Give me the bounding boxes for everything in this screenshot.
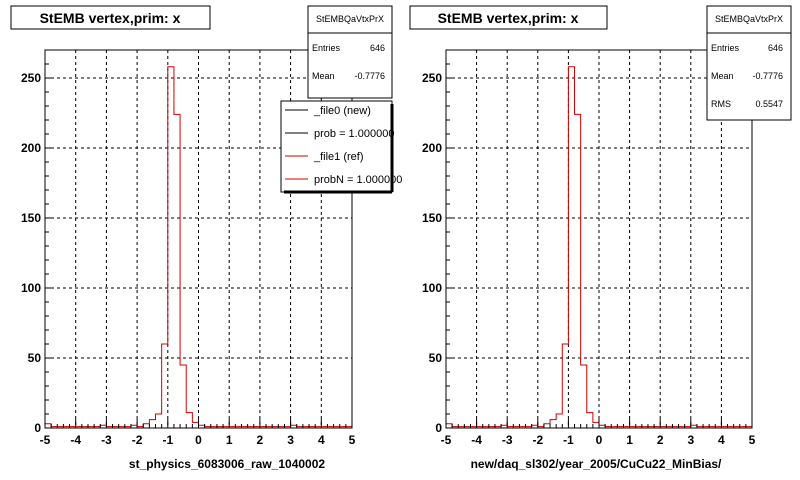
x-tick-label: -2	[532, 433, 543, 447]
histogram-bin	[550, 420, 556, 428]
histogram-bin	[149, 420, 155, 428]
x-tick-label: 4	[318, 433, 325, 447]
right-chart-title: StEMB vertex,prim: x	[438, 10, 579, 26]
y-tick-label: 50	[28, 351, 42, 365]
x-tick-label: 0	[596, 433, 603, 447]
right-x-tick-labels: -5 -4 -3 -2 -1 0 1 2 3 4 5	[441, 433, 756, 447]
right-x-axis-label: new/daq_sl302/year_2005/CuCu22_MinBias/	[471, 457, 722, 471]
legend-entry-file1: _file1 (ref)	[285, 151, 364, 163]
right-stats-box: StEMBQaVtxPrX Entries 646 Mean -0.7776 R…	[706, 5, 792, 121]
y-tick-label: 50	[429, 351, 443, 365]
right-stats-name: StEMBQaVtxPrX	[715, 14, 783, 24]
y-tick-label: 100	[21, 281, 41, 295]
x-tick-label: 5	[349, 433, 356, 447]
x-tick-label: -5	[441, 433, 452, 447]
histogram-bin	[162, 344, 168, 428]
right-stats-rms-value: 0.5547	[755, 99, 783, 109]
histogram-bin	[544, 424, 550, 428]
x-tick-label: 4	[718, 433, 725, 447]
left-stats-name: StEMBQaVtxPrX	[316, 14, 384, 24]
legend-label: prob = 1.000000	[314, 128, 394, 140]
y-tick-label: 0	[435, 421, 442, 435]
histogram-bin	[562, 344, 568, 428]
right-histogram-pad: StEMB vertex,prim: x -5 -4 -3 -2 -1 0 1 2 3 4 5 0 5…	[409, 5, 792, 471]
legend-label: _file0 (new)	[313, 105, 371, 117]
histogram-bin	[587, 413, 593, 428]
histogram-bin	[556, 414, 562, 428]
left-stats-entries-value: 646	[370, 43, 385, 53]
y-tick-label: 250	[422, 71, 442, 85]
legend-entry-file0: _file0 (new)	[285, 105, 371, 117]
y-tick-label: 150	[422, 211, 442, 225]
left-stats-entries-label: Entries	[312, 43, 341, 53]
histogram-bin	[575, 114, 581, 428]
histogram-bin	[593, 422, 599, 428]
x-tick-label: 3	[687, 433, 694, 447]
left-y-tick-labels: 0 50 100 150 200 250	[21, 71, 41, 435]
histogram-bin	[143, 424, 149, 428]
left-x-tick-labels: -5 -4 -3 -2 -1 0 1 2 3 4 5	[40, 433, 356, 447]
x-tick-label: -3	[502, 433, 513, 447]
right-title-box	[409, 5, 608, 30]
x-tick-label: -5	[40, 433, 51, 447]
legend-entry-probn: probN = 1.000000	[285, 174, 402, 186]
x-tick-label: 1	[626, 433, 633, 447]
histogram-bin	[446, 424, 452, 428]
histogram-bin	[168, 67, 174, 428]
x-tick-label: -2	[132, 433, 143, 447]
x-tick-label: -4	[70, 433, 81, 447]
x-tick-label: 0	[195, 433, 202, 447]
right-stats-entries-label: Entries	[711, 43, 740, 53]
histogram-bin	[568, 67, 574, 428]
legend-label: probN = 1.000000	[314, 174, 402, 186]
right-stats-rms-label: RMS	[711, 99, 731, 109]
y-tick-label: 150	[21, 211, 41, 225]
x-tick-label: 3	[287, 433, 294, 447]
histogram-outline	[446, 66, 752, 428]
right-stats-entries-value: 646	[768, 43, 783, 53]
histogram-bin	[174, 114, 180, 428]
x-tick-label: -1	[563, 433, 574, 447]
histogram-bin	[192, 422, 198, 428]
histogram-bin	[581, 365, 587, 428]
y-tick-label: 0	[34, 421, 41, 435]
right-stats-mean-value: -0.7776	[752, 71, 783, 81]
left-chart-title: StEMB vertex,prim: x	[40, 10, 181, 26]
histogram-bin	[156, 414, 162, 428]
right-histogram-bins	[446, 66, 752, 428]
x-tick-label: 5	[749, 433, 756, 447]
x-tick-label: 2	[657, 433, 664, 447]
left-x-axis-label: st_physics_6083006_raw_1040002	[129, 457, 325, 471]
left-title-box	[10, 5, 211, 30]
histogram-bin	[45, 424, 51, 428]
histogram-bin	[186, 413, 192, 428]
right-gridlines	[446, 50, 752, 428]
left-histogram-pad: StEMB vertex,prim: x -5 -4 -3 -2 -1 0 1 2 3 4 5 0 5…	[10, 5, 402, 471]
legend-entry-prob: prob = 1.000000	[285, 128, 394, 140]
x-tick-label: 2	[257, 433, 264, 447]
left-legend: _file0 (new) prob = 1.000000 _file1 (ref…	[280, 100, 402, 194]
x-tick-label: -4	[471, 433, 482, 447]
legend-label: _file1 (ref)	[313, 151, 364, 163]
x-tick-label: -3	[101, 433, 112, 447]
y-tick-label: 200	[422, 141, 442, 155]
y-tick-label: 200	[21, 141, 41, 155]
right-y-tick-labels: 0 50 100 150 200 250	[422, 71, 442, 435]
right-stats-mean-label: Mean	[711, 71, 734, 81]
x-tick-label: -1	[162, 433, 173, 447]
histogram-bin	[180, 365, 186, 428]
y-tick-label: 100	[422, 281, 442, 295]
left-stats-mean-label: Mean	[312, 71, 335, 81]
x-tick-label: 1	[226, 433, 233, 447]
left-stats-box: StEMBQaVtxPrX Entries 646 Mean -0.7776	[307, 5, 393, 99]
y-tick-label: 250	[21, 71, 41, 85]
left-stats-mean-value: -0.7776	[354, 71, 385, 81]
